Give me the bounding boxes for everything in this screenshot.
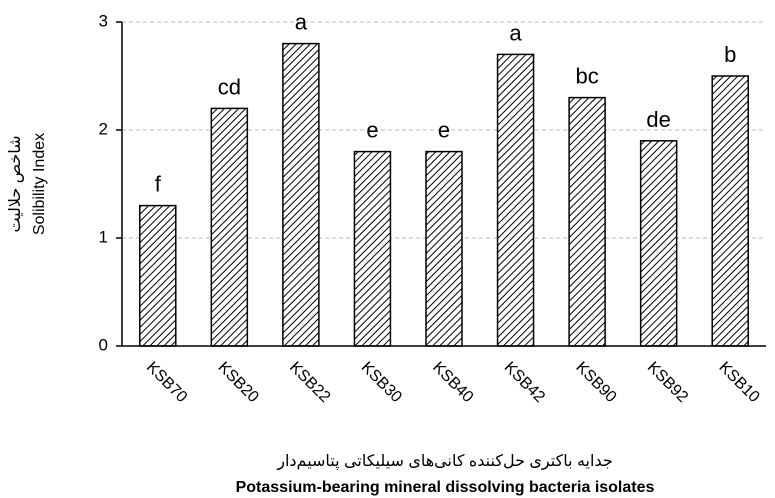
x-axis-label: Potassium-bearing mineral dissolving bac… bbox=[236, 479, 655, 496]
x-tick-label: KSB22 bbox=[286, 359, 333, 406]
bar bbox=[639, 140, 678, 347]
bar bbox=[496, 53, 535, 347]
bar bbox=[711, 75, 749, 347]
bar-annotation: f bbox=[155, 172, 162, 197]
x-tick-label: KSB30 bbox=[358, 359, 405, 406]
x-tick-label: KSB40 bbox=[429, 359, 476, 406]
bar bbox=[568, 96, 606, 347]
bar-annotation: e bbox=[366, 118, 378, 143]
bar-annotation: bc bbox=[575, 64, 598, 89]
x-tick-label: KSB90 bbox=[572, 359, 619, 406]
bar bbox=[353, 150, 392, 347]
y-tick-label: 1 bbox=[99, 227, 108, 246]
bar-annotation: cd bbox=[218, 74, 241, 99]
bar bbox=[425, 150, 463, 347]
y-tick-label: 2 bbox=[99, 119, 108, 138]
bar-annotation: de bbox=[646, 107, 670, 132]
y-tick-label: 3 bbox=[99, 11, 108, 30]
bar-annotation: b bbox=[724, 42, 736, 67]
bar-annotation: a bbox=[295, 10, 308, 35]
y-tick-label: 0 bbox=[99, 335, 108, 354]
x-tick-label: KSB70 bbox=[143, 359, 190, 406]
x-tick-label: KSB10 bbox=[715, 359, 762, 406]
bar bbox=[282, 42, 320, 347]
x-tick-label: KSB42 bbox=[501, 359, 548, 406]
bar-annotation: e bbox=[438, 118, 450, 143]
bar-annotation: a bbox=[509, 20, 522, 45]
y-axis-label: Solibility Index bbox=[31, 133, 48, 235]
bar bbox=[210, 107, 249, 347]
y-axis-label-fa: شاخص حلالیت bbox=[7, 135, 25, 232]
bar bbox=[139, 204, 177, 347]
x-tick-label: KSB92 bbox=[644, 359, 691, 406]
x-tick-label: KSB20 bbox=[215, 359, 262, 406]
x-axis-label-fa: جدایه باکتری حل‌کننده کانی‌های سیلیکاتی … bbox=[276, 453, 613, 471]
